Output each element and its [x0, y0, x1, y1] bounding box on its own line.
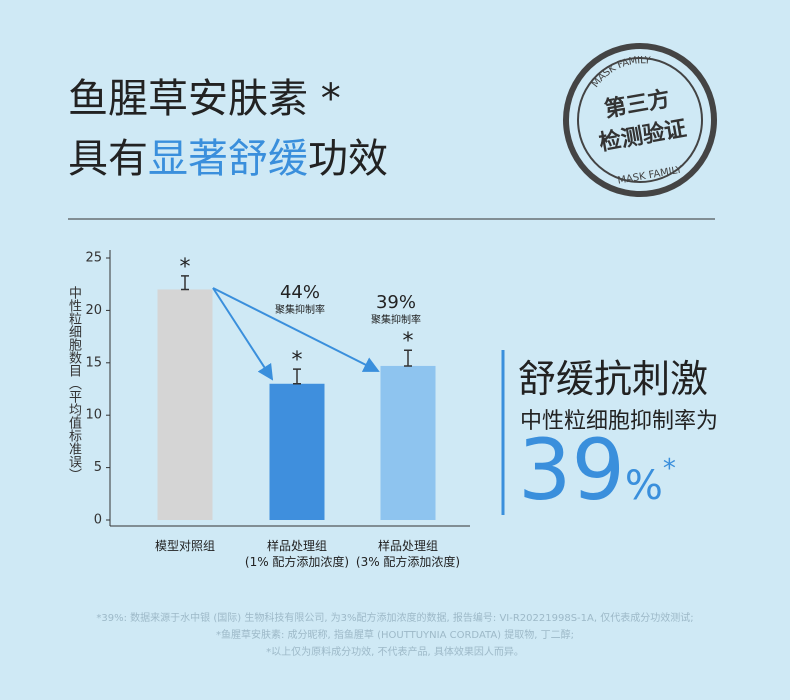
annotation-value: 39%: [376, 292, 416, 313]
title-part: 具有: [68, 136, 148, 182]
title-line2: 具有显著舒缓功效: [68, 126, 388, 184]
title-part: 功效: [308, 136, 388, 182]
significance: *: [292, 348, 303, 373]
footnote: *39%: 数据来源于水中银 (国际) 生物科技有限公司, 为3%配方添加浓度的…: [96, 613, 694, 624]
x-tick-label: 样品处理组 (3% 配方添加浓度): [355, 539, 461, 569]
annotation-label: 聚集抑制率: [371, 313, 421, 326]
y-tick-label: 10: [85, 408, 102, 423]
annotation-value: 44%: [280, 282, 320, 303]
footnotes: *39%: 数据来源于水中银 (国际) 生物科技有限公司, 为3%配方添加浓度的…: [0, 610, 790, 661]
error-bar: [293, 368, 301, 385]
side-mark: *: [662, 454, 676, 484]
significance: *: [180, 255, 191, 280]
stamp-text: 第三方: [602, 86, 672, 123]
bar: [157, 289, 213, 520]
side-subtitle: 中性粒细胞抑制率为: [520, 409, 719, 434]
arrow: [212, 287, 380, 372]
y-tick-label: 20: [85, 303, 102, 318]
title-highlight: 显著舒缓: [148, 136, 308, 182]
side-number: 39: [518, 421, 625, 519]
error-bar: [181, 275, 189, 291]
title-line1: 鱼腥草安肤素 *: [68, 76, 341, 122]
y-tick-label: 15: [85, 355, 102, 370]
stamp: MASK FAMILY MASK FAMILY 第三方 检测验证: [563, 43, 717, 197]
side-title: 舒缓抗刺激: [518, 357, 709, 401]
footnote: *以上仅为原料成分功效, 不代表产品, 具体效果因人而异。: [266, 647, 524, 658]
footnote: *鱼腥草安肤素: 成分昵称, 指鱼腥草 (HOUTTUYNIA CORDATA)…: [216, 630, 574, 641]
x-tick-label: 样品处理组 (1% 配方添加浓度): [244, 539, 350, 569]
y-tick-label: 0: [94, 513, 102, 528]
y-axis-label: 中性粒细胞数目（平均值标准误）: [66, 286, 81, 481]
side-unit: %: [624, 463, 663, 509]
bar: [380, 365, 436, 520]
arrow: [212, 287, 274, 381]
y-tick-label: 25: [85, 251, 102, 266]
y-tick-label: 5: [94, 460, 102, 475]
x-tick-label: 模型对照组: [154, 539, 215, 553]
bar: [269, 383, 325, 520]
error-bar: [404, 349, 412, 367]
significance: *: [403, 329, 414, 354]
annotation-label: 聚集抑制率: [275, 303, 325, 316]
side-figure: 39%*: [518, 428, 676, 512]
